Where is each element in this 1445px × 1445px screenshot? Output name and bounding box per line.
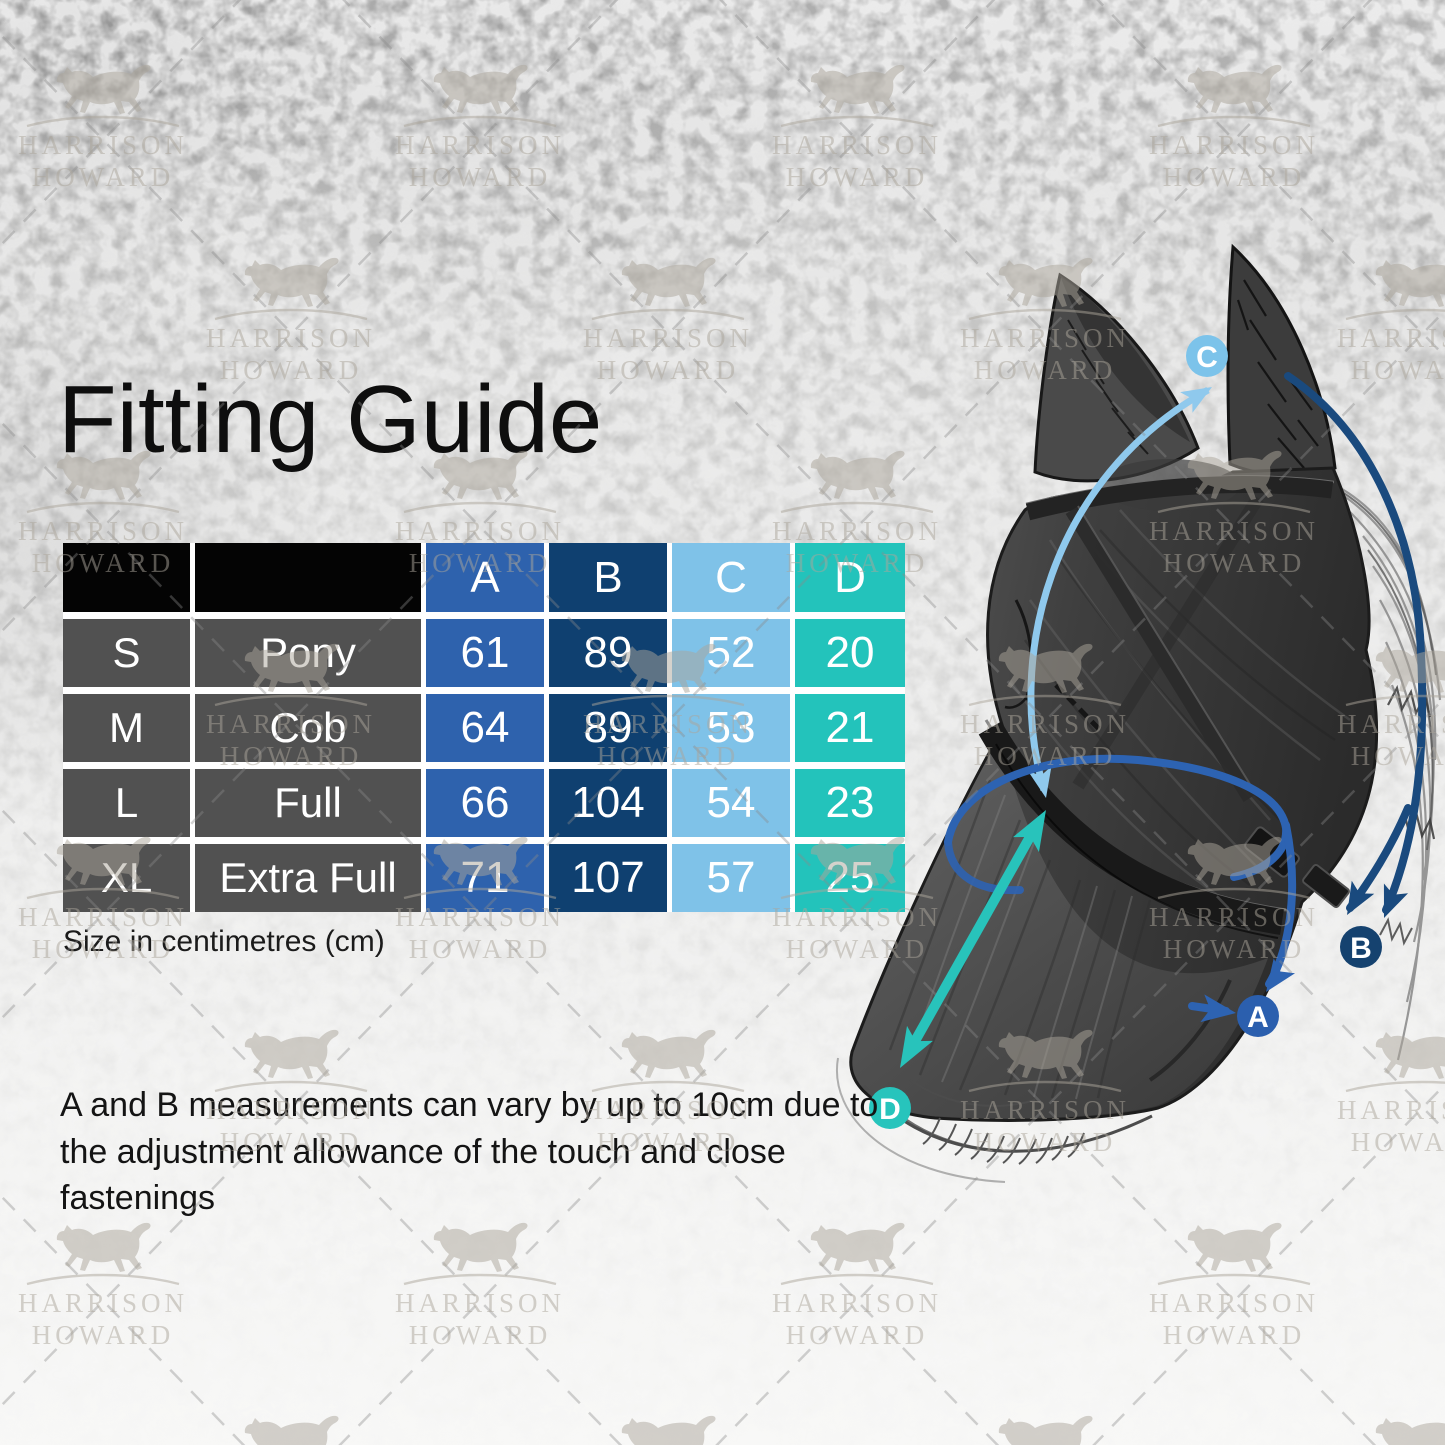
table-value-cell: 71 — [426, 844, 544, 912]
table-value-cell: 61 — [426, 619, 544, 687]
size-name-cell: Cob — [195, 694, 421, 762]
table-value-cell: 66 — [426, 769, 544, 837]
cross-strap-right — [1065, 506, 1257, 802]
table-value-cell: 53 — [672, 694, 790, 762]
table-value-cell: 89 — [549, 694, 667, 762]
table-value-cell: 20 — [795, 619, 905, 687]
brand-watermark — [1147, 63, 1321, 194]
label-d-badge — [869, 1087, 911, 1129]
size-code-cell: XL — [63, 844, 190, 912]
table-value-cell: 89 — [549, 619, 667, 687]
brand-watermark — [16, 1221, 190, 1352]
horse-ears — [1033, 243, 1337, 483]
brand-watermark — [581, 1414, 755, 1445]
brand-watermark — [1335, 1414, 1445, 1445]
label-a-badge — [1237, 995, 1279, 1037]
brand-watermark — [393, 1221, 567, 1352]
brand-watermark — [204, 1414, 378, 1445]
page-title: Fitting Guide — [58, 366, 603, 473]
table-value-cell: 64 — [426, 694, 544, 762]
label-c-badge — [1186, 335, 1228, 377]
label-b-badge — [1340, 926, 1382, 968]
measurement-arrow-d — [900, 810, 1046, 1068]
table-value-cell: 52 — [672, 619, 790, 687]
size-code-cell: S — [63, 619, 190, 687]
table-value-cell: 107 — [549, 844, 667, 912]
column-header-c: C — [672, 543, 790, 612]
size-name-cell: Full — [195, 769, 421, 837]
brand-watermark — [581, 256, 755, 387]
label-d-letter: D — [879, 1093, 901, 1126]
units-note: Size in centimetres (cm) — [63, 925, 385, 958]
size-name-cell: Pony — [195, 619, 421, 687]
table-corner-cell — [195, 543, 421, 612]
table-value-cell: 23 — [795, 769, 905, 837]
table-value-cell: 104 — [549, 769, 667, 837]
fly-mask-fitting-illustration: C B A D — [835, 243, 1442, 1183]
brand-watermark — [958, 1414, 1132, 1445]
table-value-cell: 21 — [795, 694, 905, 762]
brand-watermark — [16, 63, 190, 194]
diagram-labels: C B A D — [869, 335, 1382, 1129]
size-code-cell: L — [63, 769, 190, 837]
table-value-cell: 25 — [795, 844, 905, 912]
label-b-letter: B — [1350, 932, 1372, 965]
column-header-b: B — [549, 543, 667, 612]
column-header-d: D — [795, 543, 905, 612]
size-table: A B C D S Pony 61 89 52 20 M Cob 64 89 5… — [63, 543, 905, 912]
brand-watermark — [770, 1221, 944, 1352]
table-value-cell: 57 — [672, 844, 790, 912]
measurement-arrow-b — [1284, 372, 1427, 918]
brand-watermark — [770, 63, 944, 194]
size-code-cell: M — [63, 694, 190, 762]
label-a-letter: A — [1247, 1001, 1269, 1034]
table-value-cell: 54 — [672, 769, 790, 837]
brand-watermark — [1147, 1221, 1321, 1352]
label-c-letter: C — [1196, 341, 1218, 374]
measurement-footnote: A and B measurements can vary by up to 1… — [60, 1086, 879, 1218]
table-corner-cell — [63, 543, 190, 612]
column-header-a: A — [426, 543, 544, 612]
size-name-cell: Extra Full — [195, 844, 421, 912]
brand-watermark — [393, 63, 567, 194]
